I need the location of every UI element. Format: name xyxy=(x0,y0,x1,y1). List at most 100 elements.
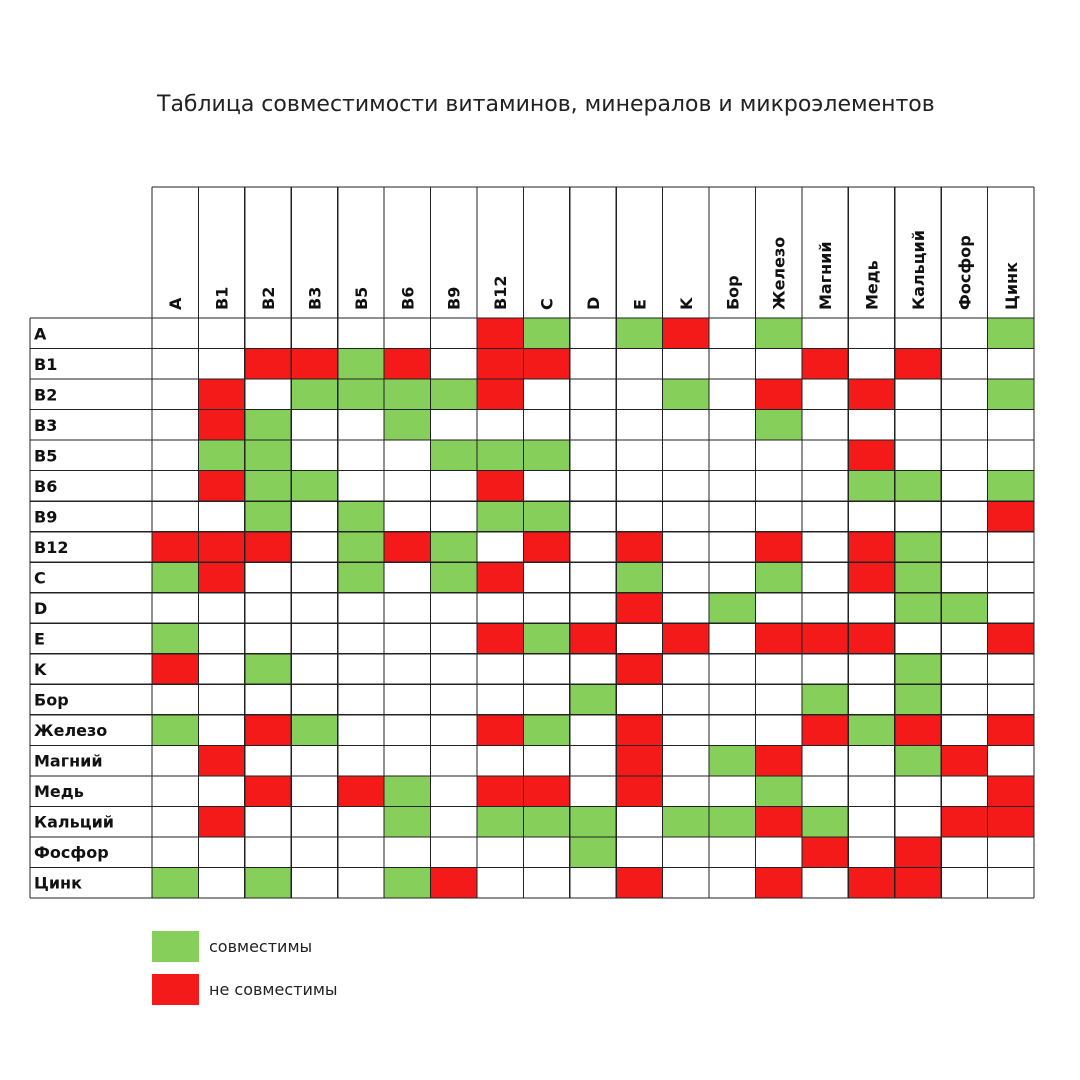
cell-d-b6 xyxy=(384,592,431,624)
cell-b6-b2 xyxy=(244,470,292,502)
cell-фосфор-d xyxy=(569,836,617,868)
cell-a-медь xyxy=(848,318,895,349)
cell-a-a xyxy=(152,318,199,349)
cell-k-цинк xyxy=(987,653,1034,685)
cell-k-b3 xyxy=(291,653,338,685)
legend-label-compatible: совместимы xyxy=(209,937,313,956)
cell-b9-b6 xyxy=(384,501,431,532)
cell-k-d xyxy=(569,653,617,685)
cell-b12-k xyxy=(662,531,710,563)
cell-c-b2 xyxy=(244,562,292,593)
cell-магний-b5 xyxy=(337,745,385,776)
cell-бор-a xyxy=(152,684,199,715)
cell-b9-кальций xyxy=(894,501,942,532)
cell-a-b3 xyxy=(291,318,338,349)
cell-c-a xyxy=(152,562,199,593)
cell-цинк-b1 xyxy=(198,867,245,898)
cell-b1-фосфор xyxy=(941,348,988,380)
cell-магний-медь xyxy=(848,745,895,776)
cell-b1-кальций xyxy=(894,348,942,380)
cell-кальций-магний xyxy=(801,806,849,837)
cell-магний-бор xyxy=(709,745,756,776)
cell-фосфор-железо xyxy=(755,836,802,868)
cell-медь-кальций xyxy=(894,775,942,807)
cell-фосфор-c xyxy=(523,836,570,868)
cell-e-медь xyxy=(848,623,895,654)
cell-b1-b5 xyxy=(337,348,385,380)
cell-фосфор-цинк xyxy=(987,836,1034,868)
cell-бор-кальций xyxy=(894,684,942,715)
cell-цинк-d xyxy=(569,867,617,898)
row-header-k: K xyxy=(34,660,47,679)
cell-магний-b12 xyxy=(476,745,524,776)
column-header-магний: Магний xyxy=(816,241,835,310)
cell-a-фосфор xyxy=(941,318,988,349)
cell-d-фосфор xyxy=(941,592,988,624)
cell-k-b5 xyxy=(337,653,385,685)
cell-b9-e xyxy=(616,501,663,532)
cell-e-бор xyxy=(709,623,756,654)
cell-медь-b2 xyxy=(244,775,292,807)
cell-железо-цинк xyxy=(987,714,1034,746)
cell-b3-цинк xyxy=(987,409,1034,441)
cell-бор-e xyxy=(616,684,663,715)
cell-магний-b3 xyxy=(291,745,338,776)
cell-b12-фосфор xyxy=(941,531,988,563)
cell-магний-фосфор xyxy=(941,745,988,776)
cell-b12-d xyxy=(569,531,617,563)
cell-b12-кальций xyxy=(894,531,942,563)
cell-железо-магний xyxy=(801,714,849,746)
cell-b2-b9 xyxy=(430,379,477,410)
cell-кальций-фосфор xyxy=(941,806,988,837)
cell-b2-b2 xyxy=(244,379,292,410)
cell-e-c xyxy=(523,623,570,654)
cell-a-d xyxy=(569,318,617,349)
cell-железо-b5 xyxy=(337,714,385,746)
row-header-b1: B1 xyxy=(34,355,57,374)
column-header-e: E xyxy=(630,299,649,310)
cell-b5-магний xyxy=(801,440,849,471)
cell-b12-b9 xyxy=(430,531,477,563)
cell-кальций-медь xyxy=(848,806,895,837)
cell-b5-кальций xyxy=(894,440,942,471)
cell-d-магний xyxy=(801,592,849,624)
cell-b3-d xyxy=(569,409,617,441)
cell-магний-e xyxy=(616,745,663,776)
row-header-b3: B3 xyxy=(34,416,57,435)
cell-бор-b1 xyxy=(198,684,245,715)
cell-бор-k xyxy=(662,684,710,715)
cell-магний-цинк xyxy=(987,745,1034,776)
cell-бор-b2 xyxy=(244,684,292,715)
cell-фосфор-бор xyxy=(709,836,756,868)
cell-b12-b5 xyxy=(337,531,385,563)
cell-цинк-a xyxy=(152,867,199,898)
cell-b6-k xyxy=(662,470,710,502)
cell-d-a xyxy=(152,592,199,624)
cell-b2-a xyxy=(152,379,199,410)
cell-b3-магний xyxy=(801,409,849,441)
cell-b5-c xyxy=(523,440,570,471)
cell-b6-d xyxy=(569,470,617,502)
cell-b6-b9 xyxy=(430,470,477,502)
cell-b9-магний xyxy=(801,501,849,532)
row-header-бор: Бор xyxy=(34,691,69,710)
cell-цинк-b9 xyxy=(430,867,477,898)
cell-d-b3 xyxy=(291,592,338,624)
cell-a-цинк xyxy=(987,318,1034,349)
cell-кальций-k xyxy=(662,806,710,837)
cell-железо-b3 xyxy=(291,714,338,746)
cell-магний-железо xyxy=(755,745,802,776)
cell-медь-a xyxy=(152,775,199,807)
cell-b3-b2 xyxy=(244,409,292,441)
cell-фосфор-a xyxy=(152,836,199,868)
cell-b3-медь xyxy=(848,409,895,441)
cell-железо-кальций xyxy=(894,714,942,746)
cell-магний-b2 xyxy=(244,745,292,776)
cell-b2-железо xyxy=(755,379,802,410)
legend-swatch-incompatible xyxy=(152,974,199,1005)
cell-a-b1 xyxy=(198,318,245,349)
cell-фосфор-k xyxy=(662,836,710,868)
cell-b2-кальций xyxy=(894,379,942,410)
cell-цинк-кальций xyxy=(894,867,942,898)
cell-a-b5 xyxy=(337,318,385,349)
